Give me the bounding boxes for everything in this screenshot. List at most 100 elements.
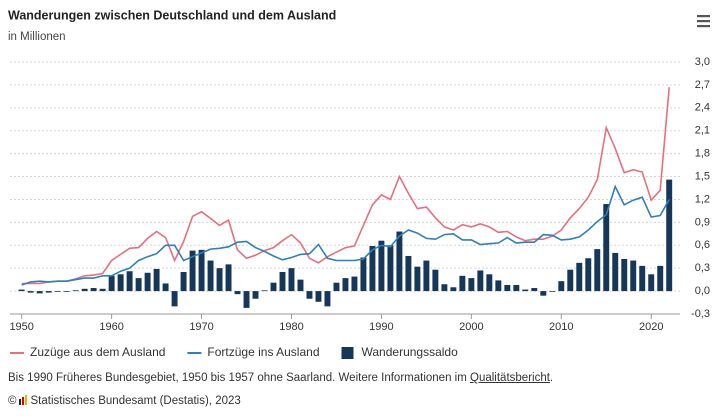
chart-subtitle: in Millionen bbox=[8, 31, 66, 43]
y-tick-label: 1,5 bbox=[695, 170, 710, 182]
bar bbox=[18, 289, 25, 292]
bar bbox=[144, 272, 151, 292]
bar bbox=[468, 278, 475, 292]
bar bbox=[162, 283, 169, 292]
legend-label: Zuzüge aus dem Ausland bbox=[30, 345, 165, 359]
y-tick-label: 2,7 bbox=[695, 79, 710, 91]
bar bbox=[423, 260, 430, 292]
y-tick-label: 0,9 bbox=[695, 216, 710, 228]
y-tick-label: -0,3 bbox=[691, 308, 710, 320]
bar bbox=[135, 278, 142, 292]
bar bbox=[81, 288, 88, 292]
bar bbox=[243, 291, 250, 308]
x-tick-label: 1980 bbox=[279, 321, 303, 333]
bar bbox=[342, 278, 349, 292]
bar bbox=[648, 274, 655, 292]
y-tick-label: 1,8 bbox=[695, 148, 710, 160]
x-tick-label: 1990 bbox=[369, 321, 393, 333]
bar bbox=[306, 291, 313, 299]
bar bbox=[153, 268, 160, 292]
chart-title: Wanderungen zwischen Deutschland und dem… bbox=[8, 8, 336, 22]
bar bbox=[486, 274, 493, 292]
bar bbox=[126, 271, 133, 292]
note-link[interactable]: Qualitätsbericht bbox=[470, 372, 550, 384]
legend-label: Fortzüge ins Ausland bbox=[207, 345, 319, 359]
bar bbox=[225, 264, 232, 292]
note-text: Bis 1990 Früheres Bundesgebiet, 1950 bis… bbox=[8, 372, 467, 384]
bar bbox=[612, 252, 619, 292]
line bbox=[21, 87, 670, 285]
menu-bar[interactable] bbox=[697, 15, 710, 18]
bar bbox=[531, 288, 538, 292]
footnote: Bis 1990 Früheres Bundesgebiet, 1950 bis… bbox=[8, 372, 553, 384]
bar bbox=[657, 265, 664, 292]
legend-symbol bbox=[341, 347, 354, 359]
note-end: . bbox=[549, 372, 554, 384]
bar bbox=[477, 270, 484, 292]
source-text: Statistisches Bundesamt (Destatis), 2023 bbox=[30, 395, 241, 407]
bar bbox=[45, 291, 52, 293]
bar bbox=[603, 204, 610, 292]
bar bbox=[513, 284, 520, 292]
y-tick-label: 0,3 bbox=[695, 262, 710, 274]
bar bbox=[324, 291, 331, 307]
bar bbox=[279, 272, 286, 292]
bar bbox=[54, 291, 61, 292]
bar bbox=[396, 231, 403, 292]
bar bbox=[459, 275, 466, 292]
bar bbox=[441, 284, 448, 292]
bar bbox=[621, 259, 628, 292]
bar bbox=[90, 288, 97, 292]
bar bbox=[27, 291, 34, 293]
y-tick-label: 0,6 bbox=[695, 239, 710, 251]
logo bbox=[19, 395, 28, 405]
bar bbox=[639, 265, 646, 292]
bar bbox=[198, 249, 205, 292]
bar bbox=[351, 276, 358, 292]
x-tick-label: 2000 bbox=[459, 321, 483, 333]
bar bbox=[207, 260, 214, 292]
menu-icon[interactable] bbox=[697, 15, 710, 28]
bar bbox=[216, 268, 223, 292]
bar bbox=[99, 288, 106, 292]
bar bbox=[540, 291, 547, 296]
bar bbox=[234, 291, 241, 295]
x-tick-label: 1960 bbox=[99, 321, 123, 333]
bar bbox=[252, 291, 259, 299]
bar bbox=[108, 275, 115, 292]
bar bbox=[36, 291, 43, 294]
bar bbox=[666, 179, 673, 292]
bar bbox=[594, 249, 601, 292]
bar bbox=[567, 269, 574, 292]
bar bbox=[450, 287, 457, 292]
menu-bar[interactable] bbox=[697, 25, 710, 28]
bar bbox=[270, 282, 277, 292]
bar bbox=[360, 257, 367, 292]
copyright: © bbox=[8, 395, 17, 407]
x-tick-label: 1950 bbox=[9, 321, 33, 333]
chart: Wanderungen zwischen Deutschland und dem… bbox=[8, 8, 710, 359]
bar bbox=[63, 291, 70, 292]
bar bbox=[189, 250, 196, 292]
x-tick-label: 1970 bbox=[189, 321, 213, 333]
y-tick-label: 3,0 bbox=[695, 56, 710, 68]
bar bbox=[369, 246, 376, 292]
bar bbox=[585, 258, 592, 292]
bar bbox=[333, 282, 340, 292]
bar bbox=[180, 272, 187, 292]
y-tick-label: 2,4 bbox=[695, 102, 710, 114]
bar bbox=[432, 269, 439, 292]
bar bbox=[297, 279, 304, 292]
bar bbox=[504, 284, 511, 292]
y-tick-label: 1,2 bbox=[695, 193, 710, 205]
bar bbox=[495, 280, 502, 292]
bar bbox=[261, 290, 268, 292]
bar bbox=[288, 268, 295, 292]
bar bbox=[558, 281, 565, 292]
bar bbox=[72, 290, 79, 292]
source: © Statistisches Bundesamt (Destatis), 202… bbox=[8, 395, 241, 407]
bar bbox=[117, 274, 124, 292]
bar bbox=[171, 291, 178, 307]
menu-bar[interactable] bbox=[697, 20, 710, 23]
